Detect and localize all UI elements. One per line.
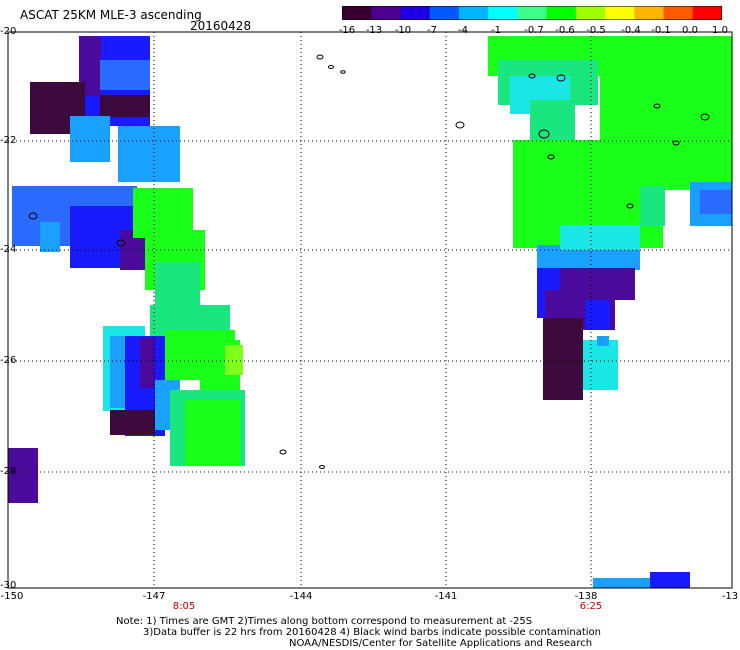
x-tick-label: -150 — [0, 591, 24, 602]
island-outline — [700, 113, 710, 121]
colorbar-swatch — [692, 6, 722, 20]
island-outline — [626, 203, 634, 209]
island-outline — [528, 73, 536, 79]
colorbar-tick-label: -1 — [491, 25, 501, 36]
note-line-2: 3)Data buffer is 22 hrs from 20160428 4)… — [143, 627, 601, 638]
swath-cell — [8, 448, 38, 503]
swath-cell — [560, 225, 640, 250]
x-tick-label: -141 — [434, 591, 458, 602]
colorbar-tick-label: 1.0 — [712, 25, 728, 36]
y-tick-label: -22 — [0, 135, 17, 146]
colorbar-swatch — [488, 6, 518, 20]
chart-date: 20160428 — [190, 19, 252, 33]
colorbar-tick-label: -4 — [458, 25, 468, 36]
island-outline — [28, 212, 38, 220]
island-outline — [455, 121, 465, 129]
island-outline — [556, 74, 566, 82]
x-tick-label: -144 — [289, 591, 313, 602]
island-outline — [316, 54, 324, 60]
colorbar-tick-label: -0.4 — [621, 25, 641, 36]
swath-cell — [630, 140, 732, 190]
chart-title: ASCAT 25KM MLE-3 ascending — [20, 8, 202, 22]
colorbar-tick-label: -0.7 — [524, 25, 544, 36]
swath-cell — [140, 338, 155, 388]
swath-cell — [40, 222, 60, 252]
colorbar-swatch — [400, 6, 431, 20]
colorbar-swatch — [517, 6, 548, 20]
colorbar-tick-label: -0.5 — [586, 25, 606, 36]
swath-cell — [70, 116, 110, 162]
colorbar-swatch — [546, 6, 577, 20]
swath-cell — [100, 60, 150, 90]
island-outline — [653, 103, 661, 109]
colorbar — [342, 6, 722, 20]
island-outline — [538, 129, 550, 139]
island-outline — [672, 140, 680, 146]
swath-cell — [79, 36, 101, 96]
time-label: 6:25 — [579, 601, 603, 612]
x-tick-label: -138 — [574, 591, 598, 602]
colorbar-tick-label: -0.1 — [651, 25, 671, 36]
swath-cell — [110, 410, 155, 435]
y-tick-label: -30 — [0, 580, 17, 591]
colorbar-tick-label: -13 — [365, 25, 383, 36]
island-outline — [340, 70, 346, 74]
swath-cell — [640, 186, 665, 226]
swath-cell — [185, 400, 240, 466]
grid-lines — [8, 32, 732, 588]
colorbar-swatch — [429, 6, 460, 20]
colorbar-tick-label: -16 — [338, 25, 356, 36]
swath-cell — [155, 262, 200, 312]
plot-frame — [7, 31, 733, 589]
time-label: 8:05 — [172, 601, 196, 612]
swath-cell — [597, 336, 609, 346]
swath-cell — [543, 318, 583, 400]
swath-cell — [530, 100, 575, 145]
swath-cell — [100, 95, 150, 117]
note-line-3: NOAA/NESDIS/Center for Satellite Applica… — [289, 638, 593, 649]
colorbar-swatch — [663, 6, 694, 20]
island-outline — [328, 65, 334, 69]
colorbar-swatch — [371, 6, 401, 20]
x-tick-label: -13 — [721, 591, 739, 602]
colorbar-swatch — [575, 6, 606, 20]
swath-cell — [585, 300, 610, 330]
y-tick-label: -20 — [0, 26, 17, 37]
swath-cell — [118, 126, 180, 182]
swath-cell — [650, 572, 690, 588]
swath-cell — [225, 345, 243, 375]
colorbar-swatch — [458, 6, 489, 20]
island-outline — [116, 239, 126, 247]
y-tick-label: -26 — [0, 355, 17, 366]
island-outline — [547, 154, 555, 160]
colorbar-swatch — [634, 6, 665, 20]
colorbar-tick-label: -0.6 — [555, 25, 575, 36]
note-line-1: Note: 1) Times are GMT 2)Times along bot… — [116, 616, 533, 627]
y-tick-label: -28 — [0, 466, 17, 477]
swath-cell — [133, 188, 193, 238]
colorbar-swatch — [605, 6, 635, 20]
y-tick-label: -24 — [0, 244, 17, 255]
island-outline — [319, 465, 325, 469]
colorbar-tick-label: -7 — [427, 25, 437, 36]
colorbar-swatch — [342, 6, 372, 20]
swath-cell — [700, 190, 732, 214]
island-outline — [279, 449, 287, 455]
scatterometer-swaths — [8, 36, 732, 588]
island-outlines — [28, 54, 710, 469]
swath-cell — [593, 578, 650, 588]
x-tick-label: -147 — [142, 591, 166, 602]
colorbar-tick-label: -10 — [394, 25, 412, 36]
swath-cell — [583, 340, 618, 390]
colorbar-tick-label: 0.0 — [682, 25, 698, 36]
